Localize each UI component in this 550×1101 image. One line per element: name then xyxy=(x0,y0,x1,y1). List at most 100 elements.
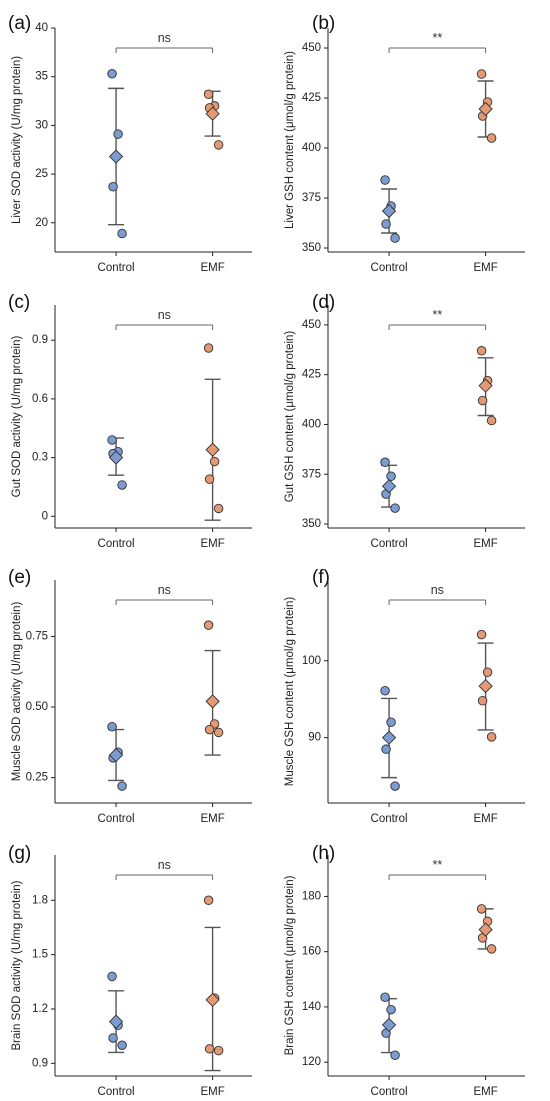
chart-panel-1: (a) 20 25 30 35 40 Control EMF Liver SOD activit… xyxy=(8,13,252,274)
significance-label: ** xyxy=(432,858,442,872)
data-point xyxy=(204,474,215,484)
x-tick-label: Control xyxy=(371,1086,408,1098)
data-point xyxy=(213,727,224,738)
series-emf xyxy=(476,629,497,742)
y-axis-title: Brain GSH content (μmol/g protein) xyxy=(284,875,296,1055)
significance-label: ** xyxy=(432,31,442,45)
significance-label: ns xyxy=(158,858,171,872)
y-tick-label: 375 xyxy=(302,468,321,480)
data-point xyxy=(390,781,400,791)
mean-marker xyxy=(108,450,124,465)
data-point xyxy=(203,89,214,99)
mean-marker xyxy=(108,1014,124,1029)
y-tick-label: 0.3 xyxy=(32,452,48,464)
data-point xyxy=(477,695,488,706)
chart-panel-2: (b) 350 375 400 425 450 Control EMF Liver GSH co… xyxy=(284,13,525,274)
mean-marker xyxy=(381,730,397,745)
series-emf xyxy=(203,343,224,521)
y-tick-label: 90 xyxy=(308,732,321,744)
chart-panel-8: (h) 120 140 160 180 Control EMF Brain GSH conte… xyxy=(284,843,525,1098)
y-tick-label: 1.2 xyxy=(32,1003,48,1015)
data-point xyxy=(476,69,487,79)
x-tick-label: Control xyxy=(98,538,135,550)
y-tick-label: 1.5 xyxy=(32,949,48,961)
data-point xyxy=(107,435,117,445)
x-tick-label: Control xyxy=(371,262,408,274)
x-tick-label: Control xyxy=(98,262,135,274)
mean-marker xyxy=(205,694,220,709)
mean-marker xyxy=(108,149,124,164)
data-point xyxy=(482,667,493,678)
y-tick-label: 30 xyxy=(35,119,48,131)
panel-letter: (b) xyxy=(312,13,335,34)
y-tick-label: 40 xyxy=(35,22,48,34)
data-point xyxy=(381,744,391,754)
data-point xyxy=(390,1050,400,1061)
series-emf xyxy=(476,346,497,426)
series-control xyxy=(107,69,127,239)
data-point xyxy=(108,181,118,192)
y-tick-label: 425 xyxy=(302,92,321,104)
data-point xyxy=(203,343,214,353)
data-point xyxy=(380,457,390,468)
series-emf xyxy=(203,620,224,756)
data-point xyxy=(213,503,224,514)
x-tick-label: EMF xyxy=(473,262,497,274)
x-tick-label: EMF xyxy=(200,813,224,825)
data-point xyxy=(117,228,127,239)
data-point xyxy=(386,1004,396,1015)
data-point xyxy=(117,781,127,791)
panel-letter: (h) xyxy=(312,843,335,864)
mean-marker xyxy=(478,922,493,937)
y-axis-title: Muscle SOD activity (U/mg protein) xyxy=(11,602,23,782)
data-point xyxy=(380,685,390,696)
y-tick-label: 400 xyxy=(302,418,321,430)
data-point xyxy=(113,129,123,139)
data-point xyxy=(204,724,215,735)
significance-label: ns xyxy=(158,308,171,322)
mean-marker xyxy=(381,203,397,219)
series-emf xyxy=(476,69,497,143)
data-point xyxy=(107,722,117,732)
chart-panel-3: (c) 0 0.3 0.6 0.9 Control EMF Gut SOD activity … xyxy=(8,292,252,550)
y-axis-title: Liver GSH content (μmol/g protein) xyxy=(284,51,296,229)
data-point xyxy=(486,944,497,954)
x-tick-label: Control xyxy=(98,1086,135,1098)
series-emf xyxy=(476,904,497,954)
data-point xyxy=(108,1033,118,1043)
x-tick-label: EMF xyxy=(473,813,497,825)
mean-marker xyxy=(478,378,493,393)
y-tick-label: 375 xyxy=(302,192,321,204)
data-point xyxy=(380,175,390,185)
data-point xyxy=(486,133,497,143)
data-point xyxy=(476,629,487,640)
panel-letter: (a) xyxy=(8,13,31,34)
y-tick-label: 0.6 xyxy=(32,393,48,405)
y-tick-label: 20 xyxy=(35,217,48,229)
data-point xyxy=(386,471,396,481)
series-control xyxy=(380,175,400,243)
data-point xyxy=(477,395,488,406)
series-emf xyxy=(203,895,224,1072)
data-point xyxy=(486,732,497,742)
data-point xyxy=(107,971,117,982)
data-point xyxy=(203,895,214,906)
x-tick-label: EMF xyxy=(200,538,224,550)
data-point xyxy=(390,503,400,513)
chart-panel-5: (e) 0.25 0.50 0.75 Control EMF Muscle SOD acti… xyxy=(8,567,252,825)
chart-panel-7: (g) 0.9 1.2 1.5 1.8 Control EMF Brain SOD activ… xyxy=(8,843,252,1098)
significance-label: ** xyxy=(432,308,442,322)
y-tick-label: 180 xyxy=(302,890,321,902)
x-tick-label: EMF xyxy=(473,1086,497,1098)
mean-marker xyxy=(108,747,124,763)
data-point xyxy=(213,140,224,150)
chart-panel-6: (f) 90 100 Control EMF Muscle GSH content (μm… xyxy=(284,567,525,825)
data-point xyxy=(117,1040,127,1050)
y-tick-label: 400 xyxy=(302,142,321,154)
y-axis-title: Gut GSH content (μmol/g protein) xyxy=(284,331,296,503)
mean-marker xyxy=(478,101,493,117)
series-emf xyxy=(203,89,224,150)
y-tick-label: 160 xyxy=(302,946,321,958)
y-tick-label: 1.8 xyxy=(32,894,48,906)
